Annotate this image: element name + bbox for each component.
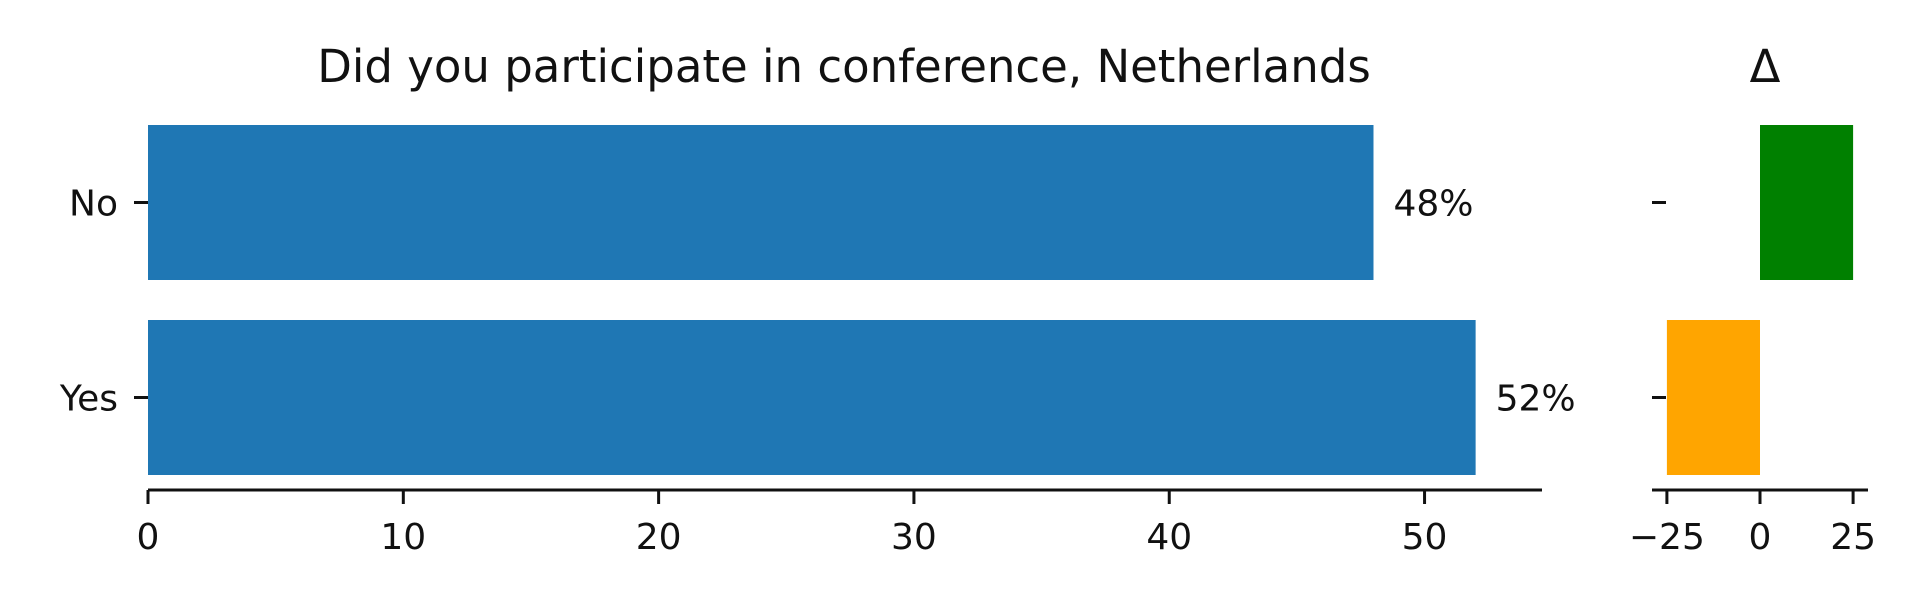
main-y-tick-label-no: No <box>69 184 118 225</box>
main-value-label-yes: 52% <box>1496 379 1576 420</box>
main-x-tick-label-10: 10 <box>380 517 426 558</box>
delta-chart-title: Δ <box>1750 40 1781 93</box>
main-bar-chart: Did you participate in conference, Nethe… <box>59 40 1576 558</box>
main-x-tick-label-20: 20 <box>636 517 682 558</box>
delta-x-tick-label-0: 0 <box>1749 517 1772 558</box>
main-value-label-no: 48% <box>1393 184 1473 225</box>
main-bar-yes <box>148 320 1476 475</box>
main-x-tick-label-50: 50 <box>1402 517 1448 558</box>
main-chart-title: Did you participate in conference, Nethe… <box>317 40 1371 93</box>
main-x-tick-label-40: 40 <box>1146 517 1192 558</box>
main-y-tick-label-yes: Yes <box>59 379 118 420</box>
delta-bar-yes <box>1666 320 1760 475</box>
main-x-axis: 0 10 20 30 40 50 <box>137 488 1542 558</box>
main-x-tick-label-0: 0 <box>137 517 160 558</box>
delta-x-tick-label--25: −25 <box>1629 517 1705 558</box>
main-value-labels-group: 48% 52% <box>1393 184 1575 420</box>
delta-y-axis <box>1652 201 1666 399</box>
delta-x-tick-label-25: 25 <box>1830 517 1876 558</box>
main-y-axis: No Yes <box>59 184 148 420</box>
main-bars-group <box>148 125 1476 475</box>
delta-bar-chart: Δ −25 0 25 <box>1629 40 1876 558</box>
delta-bars-group <box>1666 125 1854 475</box>
main-x-tick-label-30: 30 <box>891 517 937 558</box>
main-bar-no <box>148 125 1374 280</box>
delta-bar-no <box>1760 125 1854 280</box>
delta-x-axis: −25 0 25 <box>1629 488 1876 558</box>
